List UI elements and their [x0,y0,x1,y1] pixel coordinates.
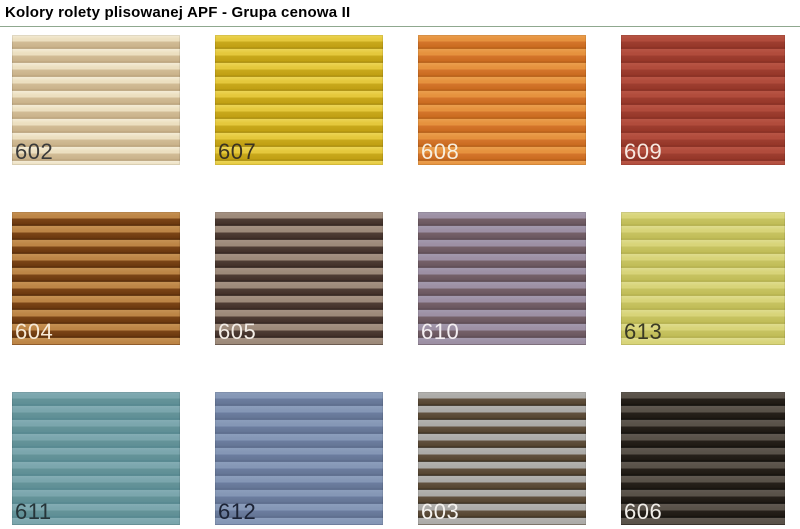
swatch-code-label: 608 [421,139,460,164]
swatch-code-label: 603 [421,499,460,524]
swatch-607: 607 [215,35,383,165]
swatch-code-label: 606 [624,499,663,524]
swatch-code-label: 612 [218,499,257,524]
swatch-604: 604 [12,212,180,345]
swatch-605: 605 [215,212,383,345]
swatch-code-label: 610 [421,319,460,344]
swatch-code-label: 611 [15,499,52,524]
swatch-code-label: 609 [624,139,663,164]
swatch-606: 606 [621,392,785,525]
swatch-609: 609 [621,35,785,165]
swatch-602: 602 [12,35,180,165]
swatch-603: 603 [418,392,586,525]
title-divider [0,26,800,27]
swatch-610: 610 [418,212,586,345]
swatch-code-label: 602 [15,139,54,164]
page-title: Kolory rolety plisowanej APF - Grupa cen… [5,4,351,21]
swatch-608: 608 [418,35,586,165]
swatch-code-label: 605 [218,319,257,344]
swatch-code-label: 607 [218,139,257,164]
swatch-grid: 602 607 608 609 604 605 610 613 611 612 … [0,27,800,525]
swatch-611: 611 [12,392,180,525]
swatch-code-label: 604 [15,319,54,344]
swatch-613: 613 [621,212,785,345]
swatch-612: 612 [215,392,383,525]
page-header: Kolory rolety plisowanej APF - Grupa cen… [0,0,800,22]
swatch-code-label: 613 [624,319,663,344]
